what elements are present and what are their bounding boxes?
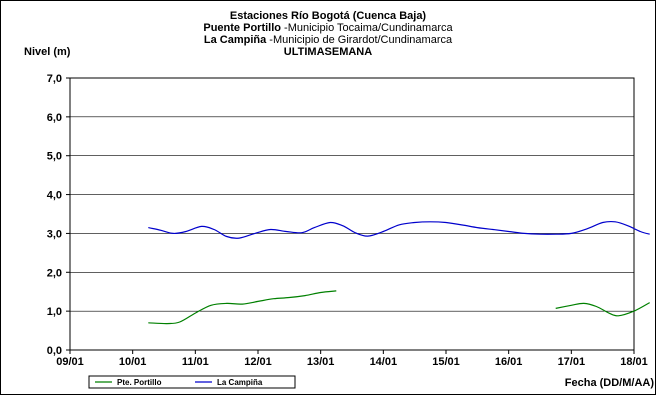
y-tick-label-2: 2,0 xyxy=(47,267,62,279)
x-tick-label-6: 15/01 xyxy=(432,356,460,368)
chart-titles: Estaciones Río Bogotá (Cuenca Baja) Puen… xyxy=(0,10,656,58)
x-axis-title: Fecha (DD/M/AA) xyxy=(565,377,655,389)
x-tick-label-1: 10/01 xyxy=(119,356,147,368)
y-tick-label-4: 4,0 xyxy=(47,190,62,202)
x-tick-label-7: 16/01 xyxy=(495,356,523,368)
x-tick-label-0: 09/01 xyxy=(56,356,84,368)
legend-label-portillo: Pte. Portillo xyxy=(117,378,162,387)
plot-area xyxy=(69,77,635,351)
gridlines xyxy=(70,77,634,312)
x-tick-label-5: 14/01 xyxy=(370,356,398,368)
chart-title: Estaciones Río Bogotá (Cuenca Baja) xyxy=(229,10,427,22)
chart-subtitle-2: La Campiña -Municipio de Girardot/Cundin… xyxy=(203,34,453,46)
series-0-line-0 xyxy=(148,290,337,325)
chart-period: ULTIMASEMANA xyxy=(283,46,373,58)
x-tick-label-4: 13/01 xyxy=(307,356,335,368)
legend: Pte. Portillo La Campiña xyxy=(88,375,296,389)
x-tick-label-3: 12/01 xyxy=(244,356,272,368)
x-tick-label-8: 17/01 xyxy=(558,356,586,368)
x-tick-label-2: 11/01 xyxy=(182,356,209,368)
y-tick-label-6: 6,0 xyxy=(47,112,62,124)
y-tick-label-0: 0,0 xyxy=(47,345,62,357)
y-tick-label-1: 1,0 xyxy=(47,306,62,318)
y-axis-title: Nivel (m) xyxy=(24,46,71,58)
y-tick-label-3: 3,0 xyxy=(47,228,62,240)
series-0-line-1 xyxy=(555,302,650,317)
x-tick-label-9: 18/01 xyxy=(620,356,648,368)
legend-label-campina: La Campiña xyxy=(217,378,263,387)
series-1-line-0 xyxy=(148,220,650,239)
series-lines xyxy=(148,220,650,325)
y-tick-label-7: 7,0 xyxy=(47,73,62,85)
legend-box xyxy=(88,375,296,389)
chart-subtitle-1: Puente Portillo -Municipio Tocaima/Cundi… xyxy=(203,22,453,34)
y-axis-ticks: 0,0 1,0 2,0 3,0 4,0 5,0 6,0 7,0 xyxy=(47,73,70,357)
x-axis-ticks: 09/01 10/01 11/01 12/01 13/01 14/01 15/01 16/01… xyxy=(56,350,648,368)
y-tick-label-5: 5,0 xyxy=(47,151,62,163)
